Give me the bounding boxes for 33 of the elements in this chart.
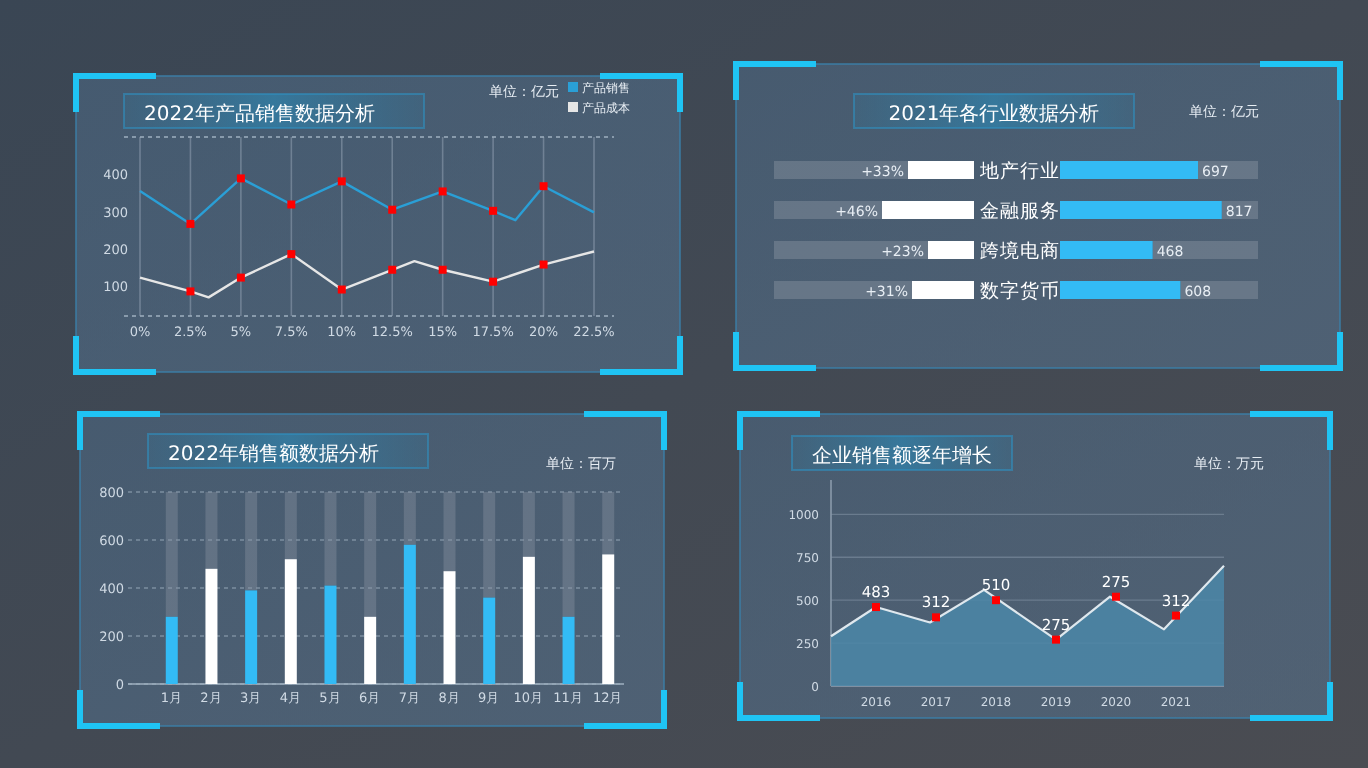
point (287, 200, 296, 209)
chart-title: 企业销售额逐年增长 (812, 444, 992, 468)
bar (928, 241, 974, 259)
point (287, 250, 296, 259)
line-series (138, 250, 596, 299)
point (1172, 611, 1180, 620)
chart-title: 2021年各行业数据分析 (888, 102, 1100, 126)
point (388, 265, 397, 274)
y-tick-label: 金融服务 (980, 199, 1060, 223)
y-tick-label: 地产行业 (978, 159, 1060, 183)
point (186, 219, 195, 228)
point (489, 206, 498, 215)
chart-title: 2022年销售额数据分析 (168, 442, 379, 466)
line-series (138, 177, 596, 226)
chart-title: 2022年产品销售数据分析 (144, 102, 375, 126)
point (438, 187, 447, 196)
point (186, 287, 195, 296)
point (872, 603, 880, 612)
point (489, 277, 498, 286)
point (992, 596, 1000, 605)
y-tick-label: 跨境电商 (980, 239, 1060, 263)
point (236, 174, 245, 183)
point (539, 182, 548, 191)
point (337, 285, 346, 294)
point (388, 205, 397, 214)
point (539, 260, 548, 269)
point (1052, 635, 1060, 644)
point (932, 613, 940, 622)
point (236, 273, 245, 282)
point (1112, 592, 1120, 601)
point (438, 265, 447, 274)
y-tick-label: 数字货币 (980, 279, 1060, 303)
point (337, 177, 346, 186)
